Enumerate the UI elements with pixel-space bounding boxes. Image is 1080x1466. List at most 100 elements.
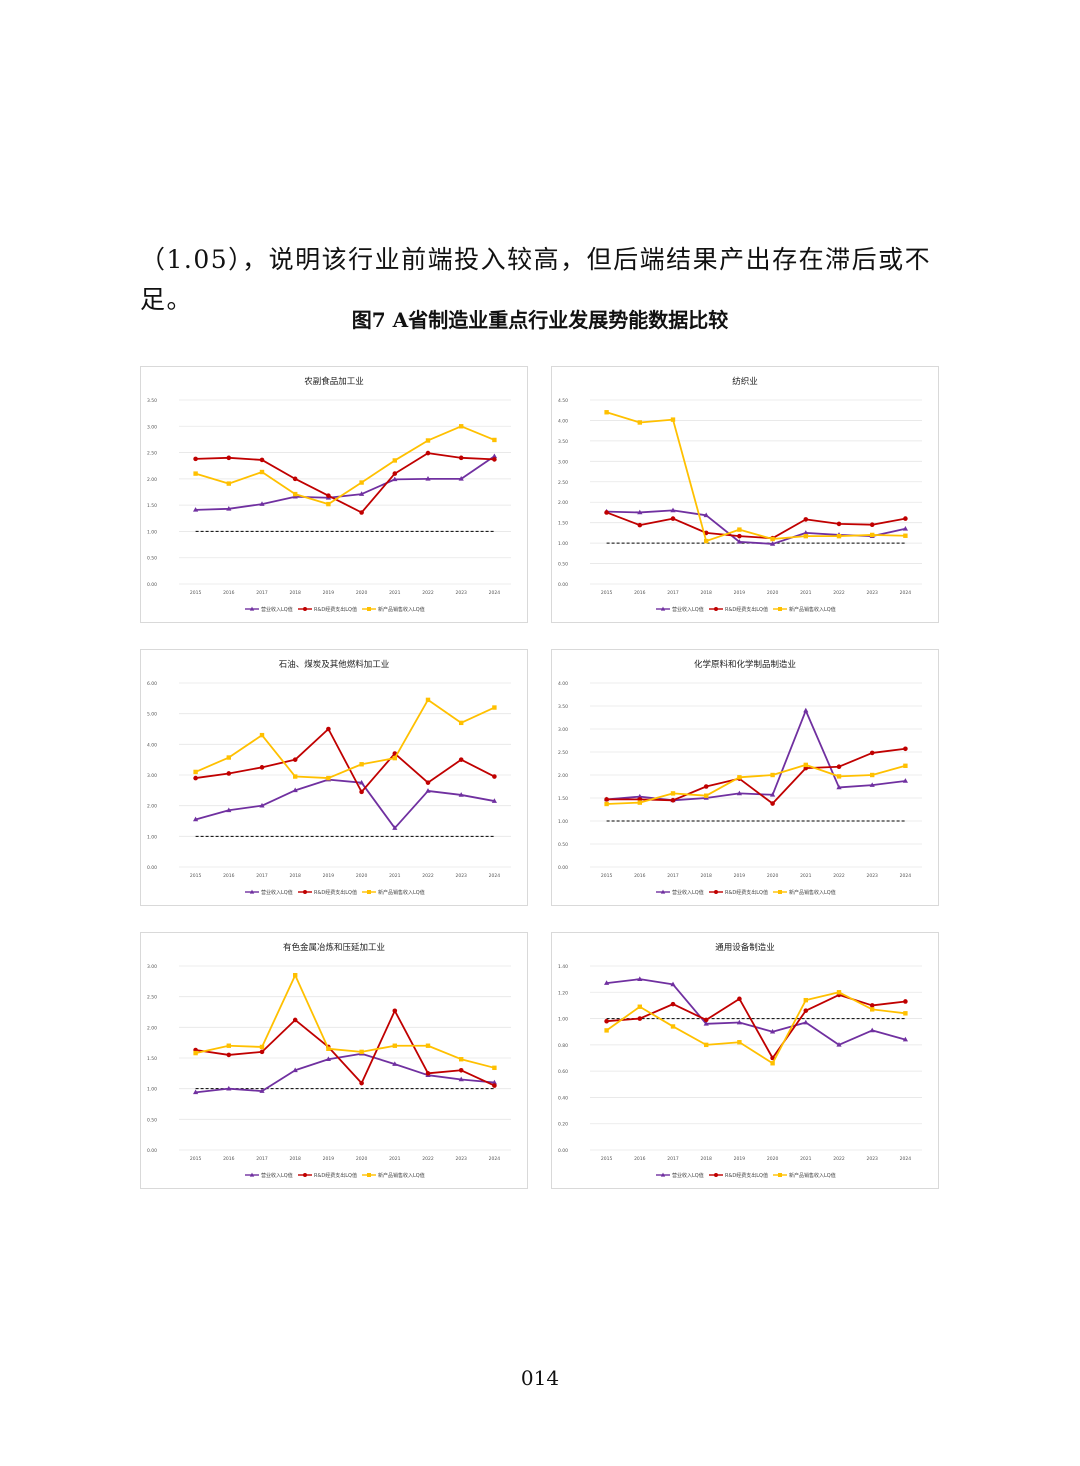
data-point: [259, 1049, 265, 1055]
data-point: [604, 797, 609, 802]
data-point: [604, 980, 610, 985]
series-line: [606, 509, 906, 545]
x-tick-label: 2018: [700, 1156, 712, 1162]
y-tick-label: 0.00: [147, 1148, 157, 1154]
y-tick-label: 0.20: [558, 1122, 568, 1128]
data-point: [803, 1008, 809, 1013]
y-tick-label: 2.50: [147, 451, 157, 457]
data-point: [703, 1021, 709, 1026]
x-tick-label: 2015: [601, 1156, 613, 1162]
legend-label: 营业收入LQ值: [261, 1172, 293, 1179]
y-tick-label: 0.40: [558, 1095, 568, 1101]
series-line: [195, 452, 495, 514]
y-tick-label: 2.00: [147, 1025, 157, 1031]
x-tick-label: 2019: [323, 873, 335, 879]
data-point: [703, 784, 709, 789]
x-tick-label: 2022: [422, 873, 434, 879]
data-point: [902, 1036, 908, 1042]
data-point: [737, 775, 742, 780]
data-point: [637, 1004, 642, 1009]
data-point: [425, 476, 431, 481]
x-tick-label: 2016: [634, 590, 646, 596]
y-tick-label: 1.00: [147, 834, 157, 840]
data-point: [770, 801, 775, 806]
data-point: [292, 1017, 298, 1023]
y-tick-label: 1.00: [558, 1017, 568, 1023]
x-tick-label: 2015: [190, 1156, 202, 1162]
data-point: [359, 1049, 364, 1055]
legend-marker: [367, 890, 371, 894]
series-line: [606, 411, 906, 542]
x-tick-label: 2015: [190, 873, 202, 879]
y-tick-label: 1.00: [558, 819, 568, 825]
data-point: [670, 791, 676, 796]
data-point: [604, 801, 609, 807]
series-line: [606, 709, 906, 802]
data-point: [193, 775, 198, 781]
y-tick-label: 1.20: [558, 990, 568, 996]
data-point: [836, 1042, 842, 1047]
data-point: [836, 784, 842, 790]
data-point: [869, 522, 875, 528]
data-point: [803, 533, 808, 539]
data-point: [770, 772, 775, 778]
data-point: [326, 1046, 331, 1051]
data-point: [770, 541, 776, 546]
y-tick-label: 0.00: [558, 582, 568, 588]
legend-marker: [249, 606, 255, 611]
data-point: [903, 516, 908, 521]
data-point: [359, 779, 365, 785]
x-tick-label: 2017: [256, 1156, 268, 1162]
legend-label: 营业收入LQ值: [261, 889, 293, 896]
data-point: [459, 424, 464, 429]
data-point: [637, 976, 643, 981]
y-tick-label: 1.50: [147, 503, 157, 509]
data-point: [459, 720, 464, 726]
data-point: [803, 762, 808, 768]
data-point: [326, 501, 331, 507]
data-point: [703, 1017, 709, 1023]
y-tick-label: 0.50: [147, 556, 157, 562]
x-tick-label: 2024: [489, 590, 501, 596]
data-point: [458, 792, 464, 797]
legend-marker: [714, 890, 718, 894]
data-point: [869, 750, 875, 756]
data-point: [736, 539, 742, 544]
x-tick-label: 2021: [389, 590, 401, 596]
data-point: [491, 798, 497, 803]
y-tick-label: 0.00: [558, 1148, 568, 1154]
data-point: [770, 536, 775, 542]
x-tick-label: 2021: [800, 590, 812, 596]
data-point: [226, 1085, 232, 1091]
data-point: [869, 1027, 875, 1033]
x-tick-label: 2023: [455, 1156, 467, 1162]
data-point: [293, 973, 298, 978]
chart-panel-1: 农副食品加工业 0.00 0.50 1.00 1.50 2.00 2.50 3.00 3.50 2…: [140, 366, 528, 623]
intro-paragraph: （1.05），说明该行业前端投入较高，但后端结果产出存在滞后或不足。: [140, 245, 932, 314]
data-point: [903, 1011, 908, 1016]
data-point: [903, 999, 908, 1004]
y-tick-label: 2.00: [558, 773, 568, 779]
x-tick-label: 2023: [866, 873, 878, 879]
y-tick-label: 0.80: [558, 1043, 568, 1049]
legend-marker: [660, 606, 666, 611]
data-point: [392, 1061, 398, 1066]
data-point: [670, 1024, 676, 1029]
y-tick-label: 2.50: [558, 750, 568, 756]
chart-panel-3: 石油、煤炭及其他燃料加工业 0.00 1.00 2.00 3.00 4.00 5.00 6.0…: [140, 649, 528, 906]
data-point: [737, 527, 742, 532]
legend-label: 新产品销售收入LQ值: [378, 1172, 425, 1179]
chart-title: 有色金属冶炼和压延加工业: [283, 942, 385, 953]
data-point: [425, 438, 431, 443]
chart-svg-2: 纺织业 0.00 0.50 1.00 1.50 2.00 2.50 3.00 3.50 4.00 4…: [558, 376, 922, 613]
y-tick-label: 0.00: [147, 582, 157, 588]
data-point: [670, 1001, 676, 1007]
y-tick-label: 4.00: [147, 742, 157, 748]
y-tick-label: 4.00: [558, 418, 568, 424]
y-tick-label: 1.50: [558, 521, 568, 527]
legend-marker: [303, 890, 307, 894]
data-point: [359, 480, 364, 485]
data-point: [193, 816, 199, 822]
data-point: [637, 522, 643, 528]
y-tick-label: 4.00: [558, 681, 568, 687]
